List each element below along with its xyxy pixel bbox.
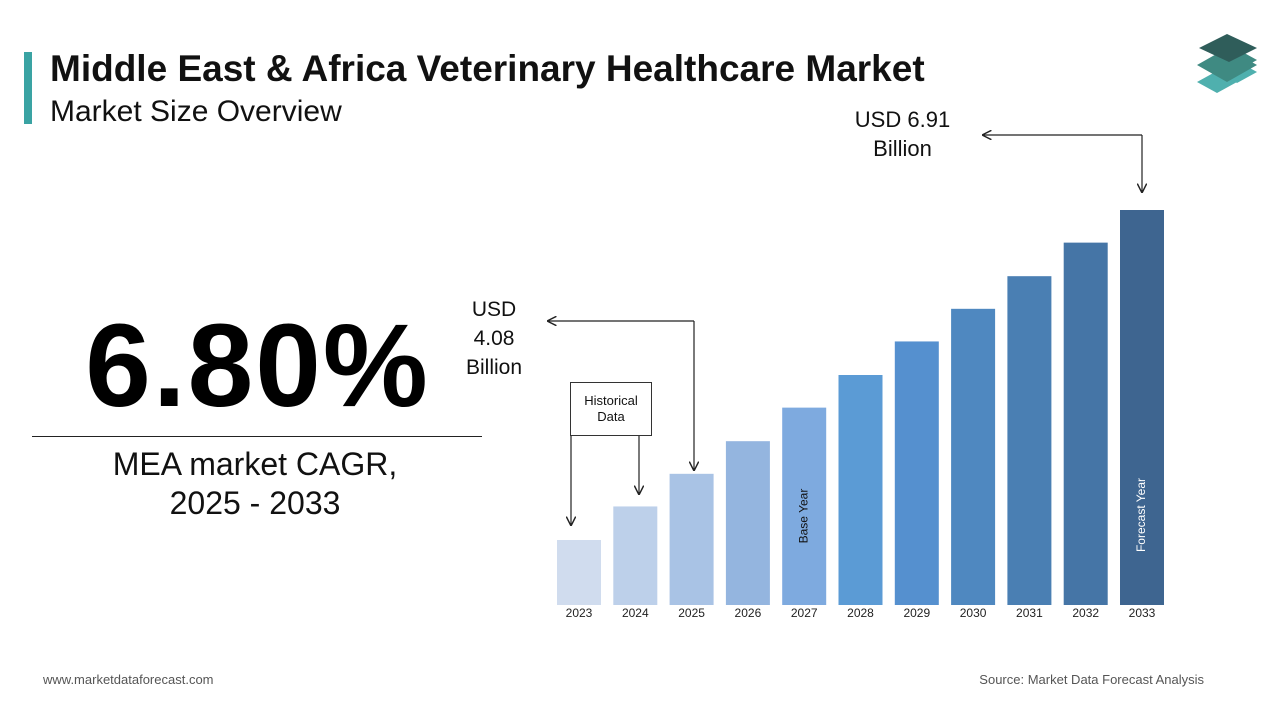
- bar: [725, 441, 770, 605]
- bar: [613, 506, 658, 605]
- subtitle: Market Size Overview: [50, 95, 342, 128]
- callout-label: USD 4.08 Billion: [465, 298, 523, 379]
- divider: [32, 436, 482, 437]
- bar: [894, 341, 939, 605]
- x-tick-label: 2033: [1129, 606, 1156, 620]
- accent-bar: [24, 52, 32, 124]
- bar: [838, 375, 883, 605]
- caption-line: 2025 - 2033: [169, 485, 341, 521]
- x-tick-label: 2029: [903, 606, 930, 620]
- x-tick-label: 2024: [622, 606, 649, 620]
- x-tick-label: 2023: [566, 606, 593, 620]
- x-tick-label: 2026: [735, 606, 762, 620]
- cagr-caption: MEA market CAGR, 2025 - 2033: [30, 445, 480, 523]
- x-tick-label: 2032: [1072, 606, 1099, 620]
- bar-note: Base Year: [796, 489, 810, 544]
- x-tick-label: 2025: [678, 606, 705, 620]
- source: Source: Market Data Forecast Analysis: [979, 672, 1204, 687]
- bar: [557, 540, 601, 605]
- caption-line: MEA market CAGR,: [112, 446, 398, 482]
- x-tick-label: 2028: [847, 606, 874, 620]
- x-tick-label: 2027: [791, 606, 818, 620]
- bar: [951, 308, 996, 605]
- historical-box: Historical Data: [570, 382, 652, 436]
- bar: [1063, 242, 1108, 605]
- x-tick-label: 2030: [960, 606, 987, 620]
- title: Middle East & Africa Veterinary Healthca…: [50, 48, 925, 89]
- bar: [669, 473, 714, 605]
- arrows: [548, 135, 1142, 525]
- cagr-headline: 6.80%: [85, 300, 430, 432]
- website: www.marketdataforecast.com: [43, 672, 214, 687]
- historical-label: Historical Data: [584, 393, 638, 424]
- bar: [1007, 276, 1052, 605]
- bar: [782, 407, 827, 605]
- x-tick-label: 2031: [1016, 606, 1043, 620]
- bar-note: Forecast Year: [1134, 478, 1148, 552]
- bar: [1120, 210, 1164, 605]
- logo: [1197, 34, 1257, 93]
- callout-label: USD 6.91 Billion: [854, 107, 951, 161]
